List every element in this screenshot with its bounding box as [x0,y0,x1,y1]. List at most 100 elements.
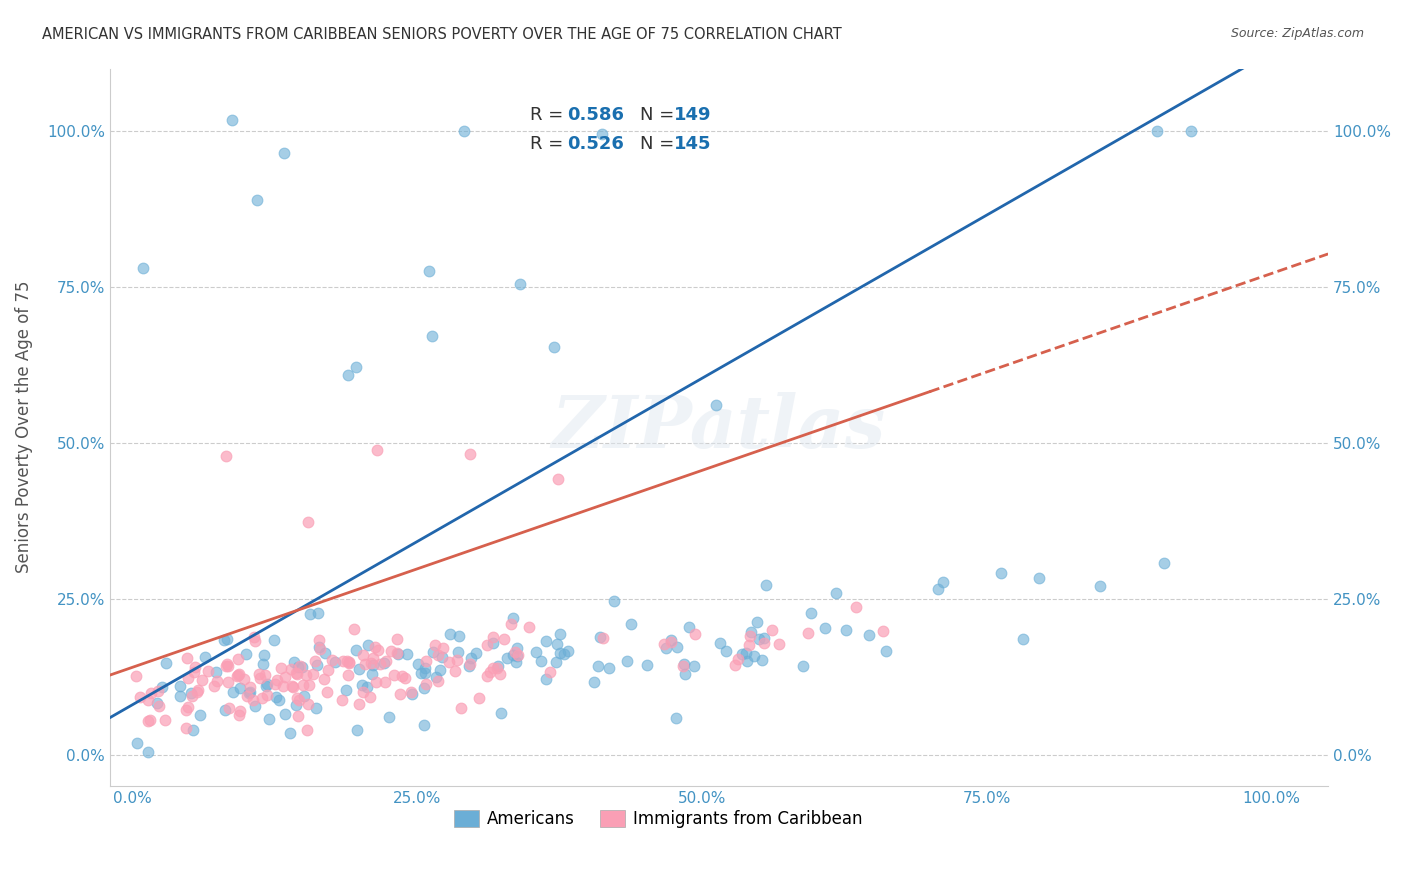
Immigrants from Caribbean [391,669,413,683]
Americans [1090,579,1112,593]
Immigrants from Caribbean [353,657,375,671]
Americans [263,633,285,648]
Immigrants from Caribbean [482,661,505,675]
Immigrants from Caribbean [225,669,247,683]
Immigrants from Caribbean [136,692,159,706]
Americans [257,712,280,726]
Immigrants from Caribbean [872,624,894,639]
Americans [323,655,346,669]
Americans [800,607,823,621]
Americans [446,644,468,658]
Americans [588,659,610,673]
Immigrants from Caribbean [368,657,391,672]
Immigrants from Caribbean [380,644,402,658]
Immigrants from Caribbean [280,662,302,676]
Americans [308,640,330,654]
Americans [495,650,517,665]
Immigrants from Caribbean [426,648,449,662]
Americans [305,657,328,672]
Immigrants from Caribbean [297,723,319,737]
Immigrants from Caribbean [683,627,706,641]
Americans [267,692,290,706]
Immigrants from Caribbean [242,693,264,707]
Americans [1011,632,1033,646]
Americans [990,566,1012,581]
Americans [740,624,762,639]
Immigrants from Caribbean [174,703,197,717]
Immigrants from Caribbean [761,623,783,637]
Immigrants from Caribbean [336,667,359,681]
Immigrants from Caribbean [415,653,437,667]
Americans [751,653,773,667]
Immigrants from Caribbean [444,664,467,678]
Immigrants from Caribbean [243,630,266,644]
Immigrants from Caribbean [254,668,277,682]
Americans [215,632,238,646]
Immigrants from Caribbean [352,648,374,663]
Americans [314,646,336,660]
Immigrants from Caribbean [427,674,450,689]
Americans [287,660,309,674]
Americans [489,706,512,721]
Immigrants from Caribbean [141,686,163,700]
Americans [294,690,316,704]
Americans [378,710,401,724]
Americans [449,630,471,644]
Immigrants from Caribbean [399,685,422,699]
Americans [655,641,678,656]
Immigrants from Caribbean [316,664,339,678]
Immigrants from Caribbean [364,640,387,654]
Americans [439,627,461,641]
Americans [409,666,432,681]
Americans [534,634,557,648]
Americans [550,646,572,660]
Immigrants from Caribbean [768,637,790,651]
Immigrants from Caribbean [458,447,481,461]
Immigrants from Caribbean [538,665,561,679]
Americans [344,643,367,657]
Americans [422,644,444,658]
Immigrants from Caribbean [547,471,569,485]
Americans [344,360,367,375]
Americans [460,650,482,665]
Immigrants from Caribbean [654,637,676,651]
Immigrants from Caribbean [285,691,308,706]
Immigrants from Caribbean [129,690,152,704]
Immigrants from Caribbean [492,632,515,647]
Americans [420,329,443,343]
Immigrants from Caribbean [415,677,437,691]
Y-axis label: Seniors Poverty Over the Age of 75: Seniors Poverty Over the Age of 75 [15,281,32,574]
Immigrants from Caribbean [501,616,523,631]
Immigrants from Caribbean [724,658,747,673]
Immigrants from Caribbean [382,668,405,682]
Americans [235,647,257,661]
Americans [546,637,568,651]
Americans [814,621,837,635]
Americans [742,649,765,664]
Immigrants from Caribbean [308,633,330,648]
Immigrants from Caribbean [285,666,308,681]
Americans [252,657,274,672]
Immigrants from Caribbean [446,653,468,667]
Immigrants from Caribbean [366,675,388,690]
Immigrants from Caribbean [183,665,205,680]
Immigrants from Caribbean [489,667,512,681]
Immigrants from Caribbean [229,704,252,718]
Immigrants from Caribbean [291,678,314,692]
Immigrants from Caribbean [321,653,343,667]
Immigrants from Caribbean [332,654,354,668]
Americans [412,681,434,695]
Immigrants from Caribbean [738,629,761,643]
Immigrants from Caribbean [659,635,682,649]
Immigrants from Caribbean [336,654,359,668]
Immigrants from Caribbean [138,714,160,729]
Americans [582,674,605,689]
Americans [412,717,434,731]
Americans [155,656,177,670]
Immigrants from Caribbean [226,652,249,666]
Immigrants from Caribbean [592,631,614,645]
Americans [305,701,328,715]
Americans [620,617,643,632]
Americans [401,687,423,701]
Americans [415,665,437,680]
